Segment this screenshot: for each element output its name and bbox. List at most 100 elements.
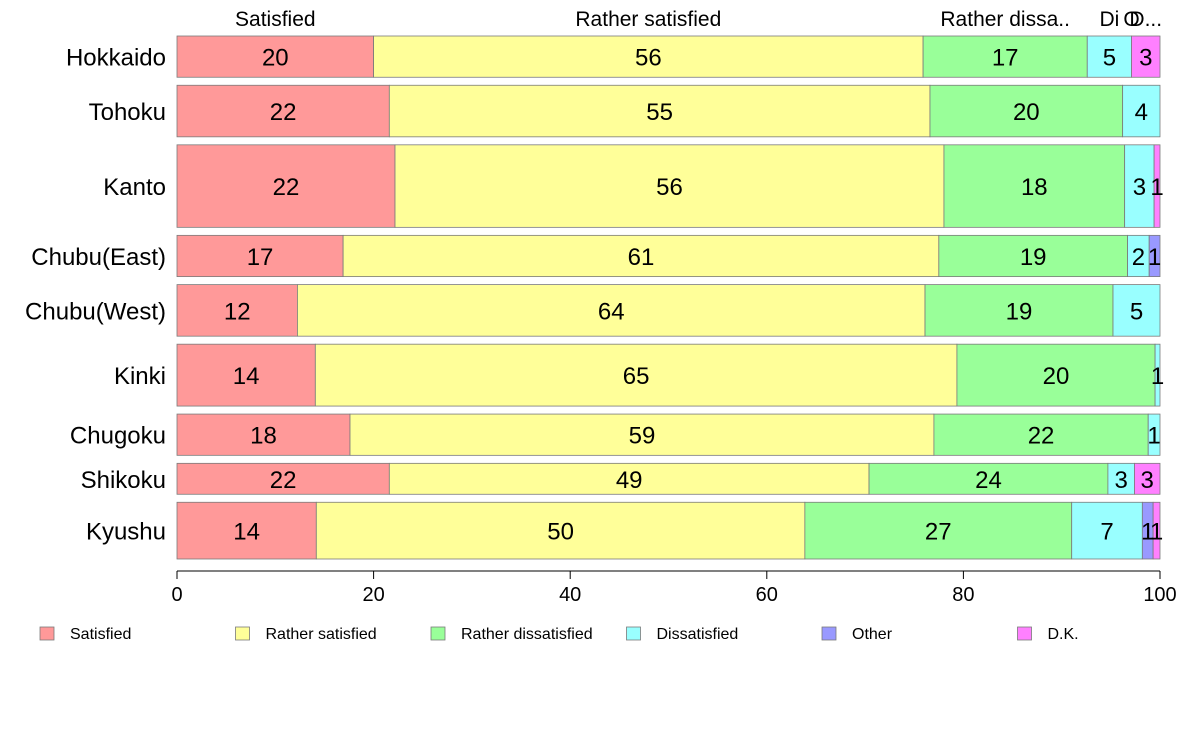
bar-value-label: 61 (628, 244, 655, 271)
legend-swatch-rather-satisfied (235, 626, 250, 641)
bar-kyushu-satisfied (176, 501, 317, 560)
bar-value-label: 4 (1135, 99, 1148, 126)
bar-value-label: 1 (1147, 423, 1160, 450)
category-label-hokkaido: Hokkaido (66, 45, 166, 72)
legend-swatch-other (821, 626, 837, 641)
column-label-dissatisfied: Di (1099, 8, 1119, 31)
bar-value-label: 56 (656, 174, 683, 201)
bar-value-label: 12 (224, 298, 251, 325)
bar-kyushu-d-k (1152, 501, 1161, 560)
bar-value-label: 22 (1028, 423, 1055, 450)
bar-shikoku-d-k (1134, 462, 1161, 495)
bar-kanto-satisfied (176, 144, 396, 228)
bar-chubu-east-satisfied (176, 234, 344, 278)
column-label-satisfied: Satisfied (235, 8, 316, 31)
x-tick-label: 40 (559, 584, 581, 606)
bar-value-label: 14 (233, 363, 260, 390)
bar-value-label: 22 (270, 467, 297, 494)
bar-value-label: 17 (247, 244, 274, 271)
bar-value-label: 59 (629, 423, 656, 450)
legend-label-dissatisfied: Dissatisfied (657, 626, 739, 643)
x-axis: 0 20 40 60 80 100 (171, 570, 1177, 606)
column-labels: Satisfied Rather satisfied Rather dissa.. D… (235, 8, 1162, 31)
category-label-chubu-east: Chubu(East) (31, 244, 166, 271)
column-label-rather-satisfied: Rather satisfied (575, 8, 721, 31)
bar-hokkaido-d-k (1131, 35, 1161, 78)
x-tick-label: 80 (952, 584, 974, 606)
bar-value-label: 22 (273, 174, 300, 201)
bar-value-label: 1 (1141, 519, 1154, 546)
bar-value-label: 20 (1043, 363, 1070, 390)
bar-value-label: 18 (250, 423, 277, 450)
bar-tohoku-dissatisfied (1122, 84, 1161, 138)
bar-value-label: 22 (270, 99, 297, 126)
category-label-chubu-west: Chubu(West) (25, 298, 166, 325)
column-label-other: O (1123, 8, 1139, 31)
bar-value-label: 2 (1132, 244, 1145, 271)
bars-area: 20 56 17 5 322 55 20 422 56 18 3 117 61 19 2 112 64 19 514… (176, 35, 1164, 560)
bar-value-label: 20 (1013, 99, 1040, 126)
bar-value-label: 1 (1150, 519, 1163, 546)
column-label-d-k: D... (1129, 8, 1162, 31)
column-label-rather-dissatisfied: Rather dissa.. (940, 8, 1070, 31)
bar-value-label: 49 (616, 467, 643, 494)
bar-value-label: 64 (598, 298, 625, 325)
bar-shikoku-satisfied (176, 462, 390, 495)
category-label-kanto: Kanto (103, 174, 166, 201)
bar-chubu-east-rather-satisfied (342, 234, 940, 278)
bar-value-label: 1 (1150, 174, 1163, 201)
bar-chubu-west-rather-dissatisfied (924, 284, 1114, 337)
legend: Satisfied Rather satisfied Rather dissatis… (39, 626, 1079, 643)
bar-value-label: 5 (1103, 45, 1116, 72)
legend-label-d-k: D.K. (1048, 626, 1079, 643)
bar-value-label: 3 (1114, 467, 1127, 494)
bar-value-label: 3 (1141, 467, 1154, 494)
legend-swatch-d-k (1017, 626, 1032, 641)
legend-label-satisfied: Satisfied (70, 626, 131, 643)
bar-value-label: 55 (646, 99, 673, 126)
bar-chugoku-dissatisfied (1147, 413, 1161, 456)
bar-value-label: 20 (262, 45, 289, 72)
bar-kinki-rather-satisfied (314, 343, 958, 407)
bar-kyushu-rather-dissatisfied (804, 501, 1073, 560)
legend-swatch-rather-dissatisfied (430, 626, 446, 641)
bar-tohoku-satisfied (176, 84, 390, 138)
bar-chugoku-satisfied (176, 413, 351, 456)
legend-label-rather-dissatisfied: Rather dissatisfied (461, 626, 593, 643)
category-label-chugoku: Chugoku (70, 423, 166, 450)
bar-value-label: 18 (1021, 174, 1048, 201)
category-label-kinki: Kinki (114, 363, 166, 390)
bar-kanto-d-k (1153, 144, 1161, 228)
bar-value-label: 56 (635, 45, 662, 72)
legend-swatch-dissatisfied (626, 626, 641, 641)
bar-value-label: 24 (975, 467, 1002, 494)
legend-label-rather-satisfied: Rather satisfied (266, 626, 377, 643)
bar-value-label: 14 (233, 519, 260, 546)
x-tick-label: 20 (362, 584, 384, 606)
category-label-tohoku: Tohoku (89, 99, 166, 126)
legend-label-other: Other (852, 626, 893, 643)
bar-kyushu-dissatisfied (1071, 501, 1143, 560)
bar-kyushu-rather-satisfied (315, 501, 806, 560)
bar-chugoku-rather-dissatisfied (933, 413, 1149, 456)
bar-value-label: 3 (1139, 45, 1152, 72)
bar-value-label: 65 (623, 363, 650, 390)
bar-tohoku-rather-satisfied (388, 84, 931, 138)
bar-value-label: 7 (1100, 519, 1113, 546)
bar-kanto-rather-dissatisfied (943, 144, 1126, 228)
bar-chubu-west-dissatisfied (1112, 284, 1161, 337)
bar-shikoku-rather-satisfied (388, 462, 870, 495)
x-tick-label: 100 (1143, 584, 1176, 606)
bar-chugoku-rather-satisfied (349, 413, 935, 456)
legend-swatch-satisfied (39, 626, 55, 641)
bar-value-label: 1 (1148, 244, 1161, 271)
bar-tohoku-rather-dissatisfied (929, 84, 1124, 138)
x-tick-label: 0 (171, 584, 182, 606)
bar-value-label: 1 (1151, 363, 1164, 390)
bar-chubu-west-rather-satisfied (297, 284, 926, 337)
bar-value-label: 19 (1006, 298, 1033, 325)
x-tick-label: 60 (756, 584, 778, 606)
category-label-shikoku: Shikoku (81, 467, 166, 494)
bar-kinki-rather-dissatisfied (956, 343, 1156, 407)
bar-kanto-dissatisfied (1124, 144, 1155, 228)
